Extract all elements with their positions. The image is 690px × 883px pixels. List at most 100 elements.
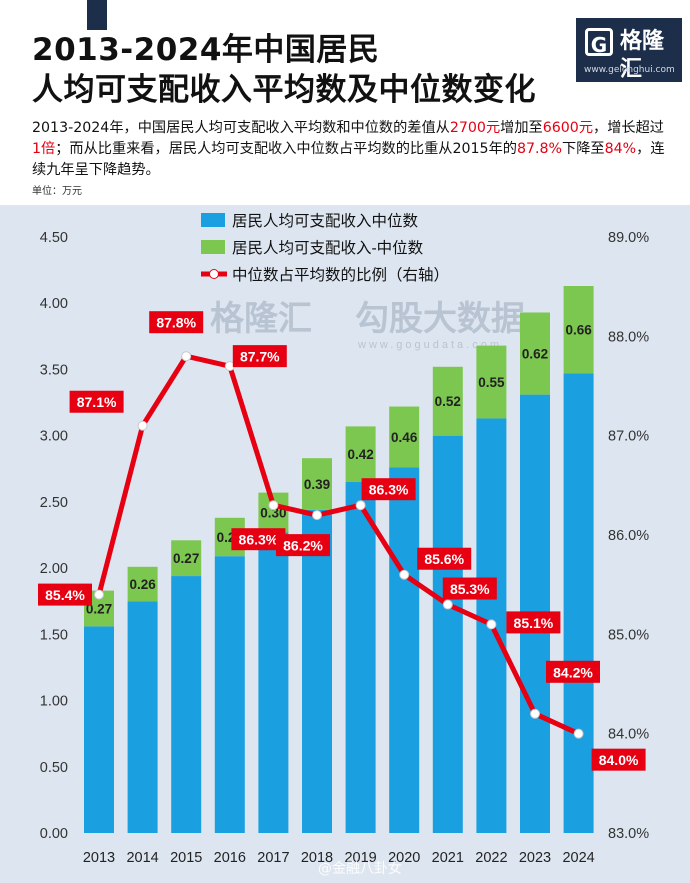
watermark-brand: 格隆汇 bbox=[210, 300, 312, 338]
ratio-label-box bbox=[149, 311, 204, 334]
bar-median bbox=[171, 576, 202, 833]
ratio-point bbox=[355, 500, 366, 511]
bar-median bbox=[258, 532, 289, 833]
bar-difference bbox=[520, 312, 550, 395]
title-line-1: 2013-2024年中国居民 bbox=[32, 32, 380, 68]
ratio-label-box bbox=[69, 390, 124, 413]
unit-label: 单位：万元 bbox=[32, 186, 82, 197]
ratio-point bbox=[268, 500, 279, 511]
bar-median bbox=[127, 601, 158, 833]
ratio-point bbox=[573, 728, 584, 739]
desc-text-1: 2013-2024年，中国居民人均可支配收入平均数和中位数的差值从 bbox=[32, 120, 450, 136]
y-left-tick: 0.00 bbox=[40, 826, 68, 842]
ratio-label: 85.4% bbox=[45, 587, 85, 603]
ratio-line bbox=[96, 353, 580, 736]
x-tick: 2018 bbox=[301, 850, 333, 866]
legend-swatch-median bbox=[201, 213, 225, 227]
ratio-point bbox=[312, 510, 322, 521]
x-tick: 2019 bbox=[344, 850, 376, 866]
bar-difference-label: 0.55 bbox=[478, 375, 505, 390]
y-left-tick: 2.00 bbox=[40, 561, 68, 577]
ratio-label: 85.1% bbox=[514, 615, 554, 631]
ratio-label-box bbox=[417, 547, 472, 570]
desc-text-5: 下降至 bbox=[562, 141, 605, 157]
bar-difference-label: 0.39 bbox=[304, 477, 330, 492]
bar-median bbox=[214, 556, 245, 833]
y-left-tick: 0.50 bbox=[40, 760, 68, 776]
x-tick: 2013 bbox=[83, 850, 115, 866]
ratio-point bbox=[399, 569, 410, 580]
ratio-label: 86.2% bbox=[283, 538, 323, 554]
ratio-point bbox=[530, 708, 540, 719]
y-right-tick: 84.0% bbox=[608, 727, 649, 743]
bar-median bbox=[84, 626, 114, 833]
ratio-label-box bbox=[231, 528, 286, 551]
ratio-point bbox=[94, 589, 104, 600]
ratio-point bbox=[442, 599, 453, 610]
bar-difference-label: 0.46 bbox=[391, 430, 418, 445]
ratio-label-box bbox=[276, 534, 330, 557]
y-right-tick: 85.0% bbox=[608, 627, 649, 643]
y-left-tick: 2.50 bbox=[40, 495, 68, 511]
logo-mark-icon: G bbox=[585, 28, 613, 57]
desc-value-5: 84% bbox=[604, 141, 637, 157]
bar-difference-label: 0.62 bbox=[522, 347, 548, 362]
top-bar bbox=[0, 0, 690, 30]
ratio-label: 87.1% bbox=[77, 394, 117, 410]
x-tick: 2021 bbox=[432, 850, 464, 866]
ratio-label-box bbox=[38, 583, 92, 606]
ratio-label: 87.7% bbox=[240, 349, 280, 365]
desc-value-1: 2700元 bbox=[449, 120, 501, 136]
y-left-tick: 4.50 bbox=[40, 230, 68, 246]
x-tick: 2020 bbox=[388, 850, 420, 866]
ratio-label-box bbox=[506, 611, 561, 634]
x-tick: 2015 bbox=[170, 850, 202, 866]
x-tick: 2017 bbox=[257, 850, 289, 866]
y-right-tick: 83.0% bbox=[608, 826, 649, 842]
desc-text-2: 增加至 bbox=[500, 120, 543, 136]
bar-difference-label: 0.26 bbox=[129, 577, 156, 592]
legend-label-difference: 居民人均可支配收入-中位数 bbox=[232, 239, 424, 257]
bar-difference-label: 0.27 bbox=[86, 602, 112, 617]
ratio-point bbox=[486, 619, 497, 630]
desc-text-4: ；而从比重来看，居民人均可支配收入中位数占平均数的比重从2015年的 bbox=[55, 141, 517, 157]
ratio-point bbox=[137, 420, 148, 431]
bar-difference bbox=[127, 566, 158, 602]
bar-difference bbox=[302, 458, 332, 510]
legend-label-median: 居民人均可支配收入中位数 bbox=[232, 212, 419, 230]
x-tick: 2014 bbox=[126, 850, 158, 866]
y-right-tick: 88.0% bbox=[608, 329, 649, 345]
title-line-2: 人均可支配收入平均数及中位数变化 bbox=[32, 72, 536, 108]
y-left-tick: 3.00 bbox=[40, 429, 68, 445]
ratio-label: 85.6% bbox=[424, 551, 464, 567]
ratio-point bbox=[181, 351, 192, 362]
y-left-tick: 1.00 bbox=[40, 694, 68, 710]
y-left-tick: 4.00 bbox=[40, 296, 68, 312]
x-tick: 2016 bbox=[214, 850, 246, 866]
x-tick: 2022 bbox=[475, 850, 507, 866]
legend-swatch-difference bbox=[201, 240, 225, 254]
ratio-label: 84.2% bbox=[553, 664, 593, 680]
bar-median bbox=[389, 467, 420, 833]
bar-median bbox=[302, 509, 332, 833]
legend-label-ratio: 中位数占平均数的比例（右轴） bbox=[232, 266, 449, 284]
y-right-tick: 87.0% bbox=[608, 429, 649, 445]
footer-watermark: @金融八卦女 bbox=[318, 861, 402, 877]
bar-difference bbox=[389, 406, 420, 468]
desc-text-6: ，连续九年呈下降趋势。 bbox=[32, 141, 665, 178]
y-right-tick: 86.0% bbox=[608, 528, 649, 544]
watermark-brand2: 勾股大数据 bbox=[355, 300, 525, 338]
ratio-label-box bbox=[442, 577, 497, 600]
logo-url: www.gelonghui.com bbox=[584, 65, 675, 75]
x-tick: 2023 bbox=[519, 850, 551, 866]
desc-value-3: 1倍 bbox=[32, 141, 56, 157]
desc-value-2: 6600元 bbox=[542, 120, 594, 136]
ratio-label-box bbox=[361, 478, 416, 501]
page-title: 2013-2024年中国居民 人均可支配收入平均数及中位数变化 bbox=[32, 30, 536, 110]
bar-difference-label: 0.27 bbox=[173, 551, 199, 566]
ratio-label: 87.8% bbox=[156, 315, 196, 331]
y-left-tick: 3.50 bbox=[40, 362, 68, 378]
bar-difference-label: 0.42 bbox=[347, 447, 373, 462]
ratio-label-box bbox=[591, 748, 646, 771]
